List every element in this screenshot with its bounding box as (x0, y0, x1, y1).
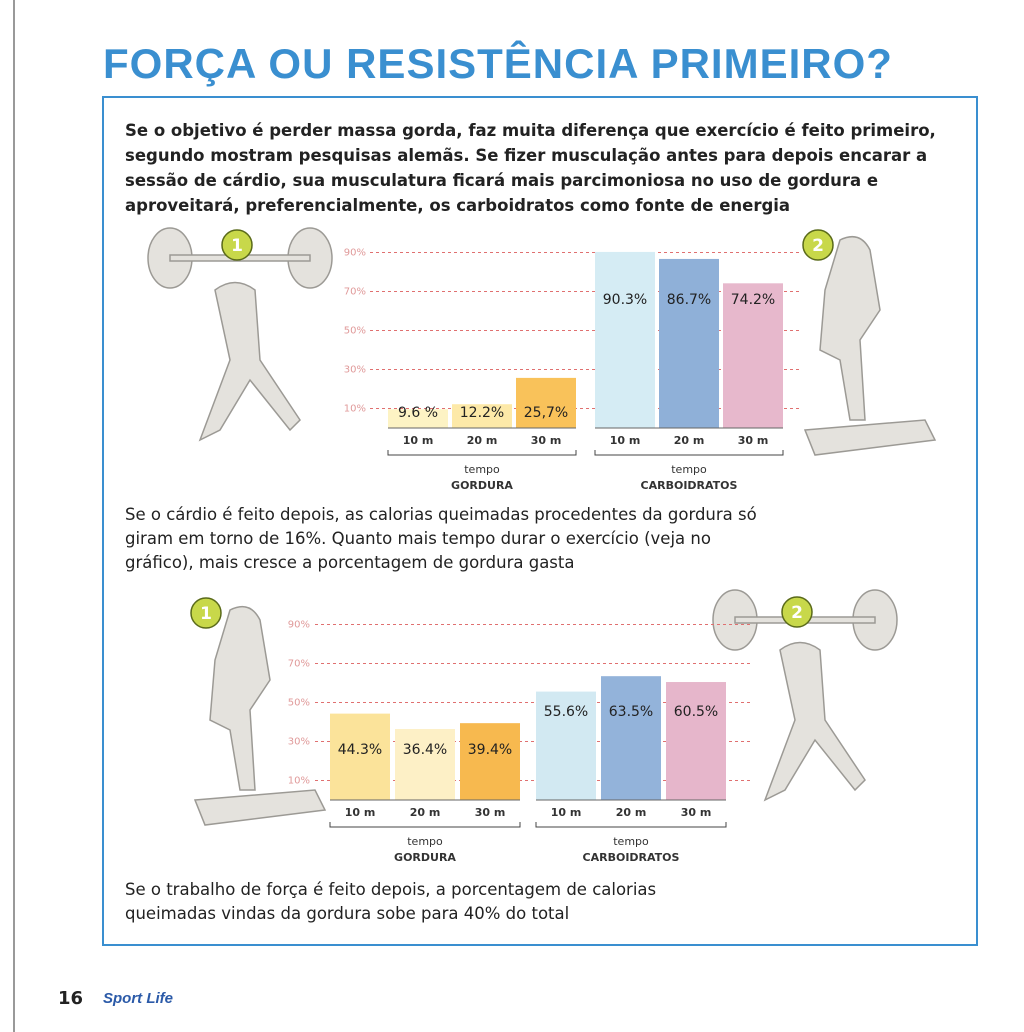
x-tick-label: 10 m (551, 806, 582, 819)
group-bracket (594, 450, 784, 456)
x-tick-label: 10 m (345, 806, 376, 819)
group-axis-title: tempo (613, 835, 649, 848)
badge-label: 1 (231, 236, 243, 256)
x-tick-label: 10 m (403, 434, 434, 447)
intro: Se o objetivo é perder massa gorda, faz … (125, 121, 936, 215)
x-tick-label: 20 m (616, 806, 647, 819)
bar (659, 258, 719, 428)
group-axis-title: tempo (464, 463, 500, 476)
page-number: 16 (58, 988, 84, 1009)
bar (601, 676, 661, 800)
brand: Sport Life (103, 990, 173, 1007)
bar (388, 409, 448, 428)
bar (723, 283, 783, 428)
y-tick-label: 10% (288, 776, 310, 787)
y-tick-label: 50% (344, 326, 366, 337)
y-tick-label: 30% (344, 365, 366, 376)
x-tick-label: 30 m (531, 434, 562, 447)
y-tick-label: 50% (288, 698, 310, 709)
value-label: 86.7% (667, 292, 711, 308)
x-tick-label: 30 m (475, 806, 506, 819)
badge (781, 596, 813, 628)
step (803, 419, 937, 456)
y-tick-label: 70% (288, 659, 310, 670)
y-tick-label: 90% (344, 248, 366, 259)
value-label: 55.6% (544, 704, 588, 720)
x-tick-label: 30 m (681, 806, 712, 819)
caption: Se o cárdio é feito depois, as calorias … (125, 505, 757, 572)
runner (209, 605, 271, 791)
bar (330, 713, 390, 800)
badge-label: 1 (200, 604, 212, 624)
badge-label: 2 (812, 236, 824, 256)
bar (595, 251, 655, 428)
group-name: GORDURA (394, 851, 456, 864)
bar (536, 691, 596, 800)
group-name: GORDURA (451, 479, 513, 492)
value-label: 9.6 % (398, 405, 438, 421)
group-bracket (329, 822, 521, 828)
group-name: CARBOIDRATOS (583, 851, 680, 864)
badge (802, 229, 834, 261)
x-tick-label: 10 m (610, 434, 641, 447)
value-label: 44.3% (338, 742, 382, 758)
y-tick-label: 10% (344, 404, 366, 415)
group-axis-title: tempo (671, 463, 707, 476)
group-name: CARBOIDRATOS (641, 479, 738, 492)
badge (190, 597, 222, 629)
value-label: 39.4% (468, 742, 512, 758)
x-tick-label: 20 m (674, 434, 705, 447)
bar (395, 729, 455, 800)
group-bracket (535, 822, 727, 828)
y-tick-label: 90% (288, 620, 310, 631)
badge (221, 229, 253, 261)
x-tick-label: 20 m (467, 434, 498, 447)
value-label: 25,7% (524, 405, 568, 421)
value-label: 74.2% (731, 292, 775, 308)
value-label: 90.3% (603, 292, 647, 308)
value-label: 63.5% (609, 704, 653, 720)
step (193, 789, 327, 826)
lifter (198, 281, 301, 442)
frame (102, 96, 978, 946)
bar (460, 723, 520, 800)
value-label: 60.5% (674, 704, 718, 720)
value-label: 12.2% (460, 405, 504, 421)
runner (819, 235, 881, 421)
caption: Se o trabalho de força é feito depois, a… (125, 880, 657, 923)
title: FORÇA OU RESISTÊNCIA PRIMEIRO? (103, 40, 893, 87)
value-label: 36.4% (403, 742, 447, 758)
x-tick-label: 30 m (738, 434, 769, 447)
bar (666, 682, 726, 800)
bar (452, 404, 512, 428)
y-tick-label: 30% (288, 737, 310, 748)
group-bracket (387, 450, 577, 456)
lifter (763, 641, 866, 802)
group-axis-title: tempo (407, 835, 443, 848)
x-tick-label: 20 m (410, 806, 441, 819)
y-tick-label: 70% (344, 287, 366, 298)
illustrations (147, 227, 937, 826)
bar (516, 377, 576, 428)
badge-label: 2 (791, 603, 803, 623)
